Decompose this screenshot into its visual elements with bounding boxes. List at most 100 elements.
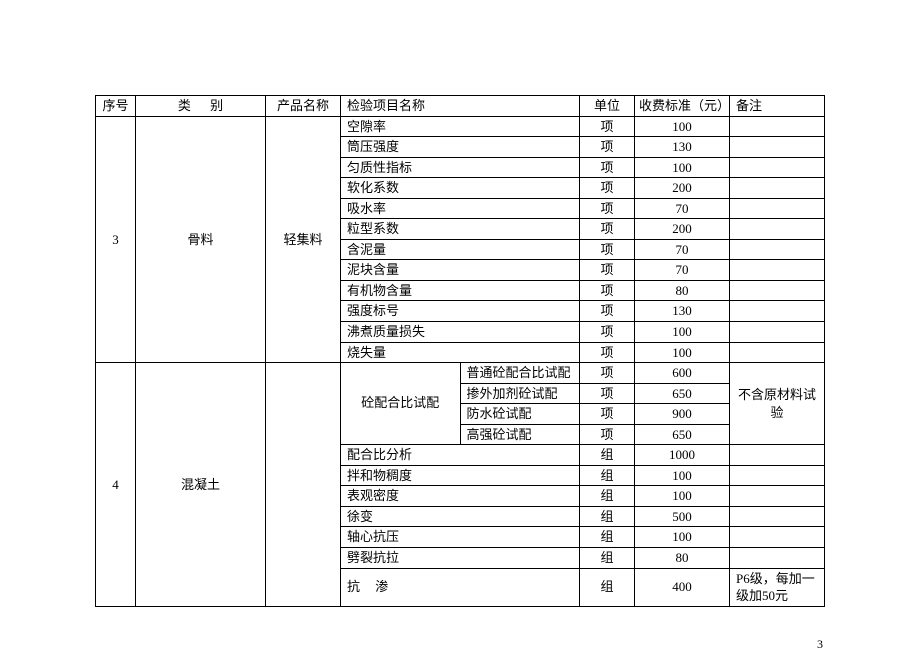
unit-cell: 项 [580, 178, 635, 199]
item-cell: 吸水率 [341, 198, 580, 219]
unit-cell: 项 [580, 239, 635, 260]
item-cell: 抗 渗 [341, 568, 580, 606]
seq-cell: 4 [96, 363, 136, 607]
note-cell [730, 445, 825, 466]
note-cell [730, 260, 825, 281]
price-cell: 650 [635, 424, 730, 445]
note-cell [730, 239, 825, 260]
price-cell: 130 [635, 137, 730, 158]
price-cell: 70 [635, 198, 730, 219]
col-price: 收费标准（元） [635, 96, 730, 117]
unit-cell: 项 [580, 116, 635, 137]
header-row: 序号 类 别 产品名称 检验项目名称 单位 收费标准（元） 备注 [96, 96, 825, 117]
item-cell: 筒压强度 [341, 137, 580, 158]
note-cell [730, 322, 825, 343]
note-cell [730, 506, 825, 527]
unit-cell: 项 [580, 424, 635, 445]
prod-cell [266, 363, 341, 607]
item-cell: 空隙率 [341, 116, 580, 137]
price-cell: 100 [635, 116, 730, 137]
col-note: 备注 [730, 96, 825, 117]
price-cell: 130 [635, 301, 730, 322]
item-cell: 沸煮质量损失 [341, 322, 580, 343]
price-cell: 200 [635, 219, 730, 240]
unit-cell: 组 [580, 527, 635, 548]
note-cell [730, 280, 825, 301]
item-cell: 含泥量 [341, 239, 580, 260]
price-cell: 900 [635, 404, 730, 425]
note-cell [730, 548, 825, 569]
price-cell: 80 [635, 280, 730, 301]
item-cell: 劈裂抗拉 [341, 548, 580, 569]
sub-label-cell: 砼配合比试配 [341, 363, 461, 445]
table-row: 3 骨料 轻集料 空隙率 项 100 [96, 116, 825, 137]
note-cell [730, 116, 825, 137]
price-cell: 100 [635, 342, 730, 363]
item-cell: 防水砼试配 [460, 404, 580, 425]
item-cell: 拌和物稠度 [341, 465, 580, 486]
unit-cell: 项 [580, 322, 635, 343]
price-cell: 100 [635, 527, 730, 548]
unit-cell: 项 [580, 280, 635, 301]
item-cell: 配合比分析 [341, 445, 580, 466]
item-cell: 泥块含量 [341, 260, 580, 281]
item-cell: 粒型系数 [341, 219, 580, 240]
col-item: 检验项目名称 [341, 96, 580, 117]
unit-cell: 项 [580, 301, 635, 322]
note-cell [730, 219, 825, 240]
item-cell: 软化系数 [341, 178, 580, 199]
unit-cell: 项 [580, 383, 635, 404]
note-cell [730, 486, 825, 507]
price-cell: 100 [635, 322, 730, 343]
unit-cell: 项 [580, 157, 635, 178]
price-cell: 70 [635, 239, 730, 260]
price-cell: 70 [635, 260, 730, 281]
item-cell: 烧失量 [341, 342, 580, 363]
note-cell: 不含原材料试验 [730, 363, 825, 445]
item-cell: 掺外加剂砼试配 [460, 383, 580, 404]
price-cell: 100 [635, 157, 730, 178]
unit-cell: 组 [580, 465, 635, 486]
col-prod: 产品名称 [266, 96, 341, 117]
cat-cell: 骨料 [136, 116, 266, 363]
unit-cell: 组 [580, 568, 635, 606]
price-cell: 100 [635, 465, 730, 486]
col-seq: 序号 [96, 96, 136, 117]
unit-cell: 组 [580, 486, 635, 507]
item-cell: 徐变 [341, 506, 580, 527]
note-cell [730, 137, 825, 158]
pricing-table: 序号 类 别 产品名称 检验项目名称 单位 收费标准（元） 备注 3 骨料 轻集… [95, 95, 825, 607]
sub-label: 砼配合比试配 [361, 395, 439, 410]
price-cell: 400 [635, 568, 730, 606]
col-cat: 类 别 [136, 96, 266, 117]
unit-cell: 项 [580, 137, 635, 158]
price-cell: 200 [635, 178, 730, 199]
seq-cell: 3 [96, 116, 136, 363]
item-cell: 轴心抗压 [341, 527, 580, 548]
unit-cell: 项 [580, 260, 635, 281]
prod-cell: 轻集料 [266, 116, 341, 363]
page-number: 3 [95, 637, 825, 652]
table-row: 4 混凝土 砼配合比试配 普通砼配合比试配 项 600 不含原材料试验 [96, 363, 825, 384]
note-cell [730, 301, 825, 322]
unit-cell: 组 [580, 506, 635, 527]
price-cell: 500 [635, 506, 730, 527]
item-cell: 有机物含量 [341, 280, 580, 301]
price-cell: 650 [635, 383, 730, 404]
unit-cell: 项 [580, 198, 635, 219]
note-cell [730, 465, 825, 486]
note-cell [730, 157, 825, 178]
unit-cell: 项 [580, 219, 635, 240]
unit-cell: 项 [580, 342, 635, 363]
price-cell: 80 [635, 548, 730, 569]
price-cell: 1000 [635, 445, 730, 466]
note-cell: P6级，每加一级加50元 [730, 568, 825, 606]
note-cell [730, 198, 825, 219]
price-cell: 100 [635, 486, 730, 507]
item-cell: 表观密度 [341, 486, 580, 507]
note-cell [730, 342, 825, 363]
note-cell [730, 178, 825, 199]
unit-cell: 组 [580, 445, 635, 466]
item-cell: 匀质性指标 [341, 157, 580, 178]
note-cell [730, 527, 825, 548]
